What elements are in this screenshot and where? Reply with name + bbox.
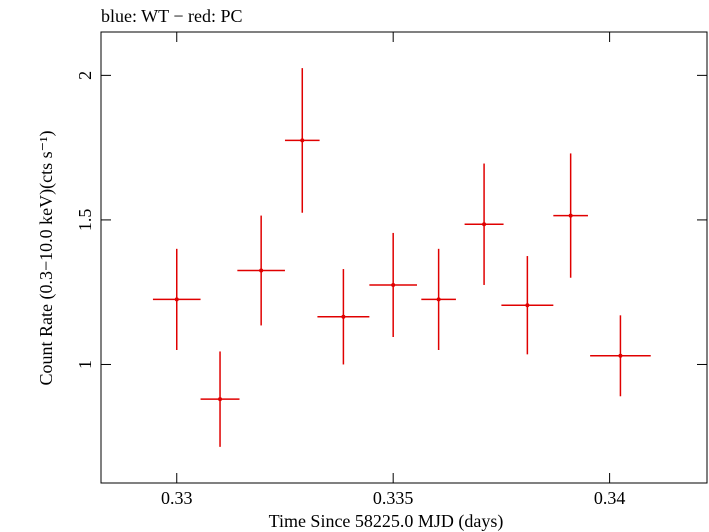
x-tick-label: 0.335 [373,488,414,508]
data-point [237,215,285,326]
y-axis-ticks: 11.52 [75,71,707,369]
point-marker [218,397,223,402]
data-point [590,315,651,397]
data-point [553,153,588,278]
data-point [421,248,456,351]
y-tick-label: 2 [75,71,95,80]
data-point [200,351,240,447]
x-axis-label: Time Since 58225.0 MJD (days) [269,511,504,532]
x-axis-ticks: 0.33 0.335 0.34 [161,32,625,508]
point-marker [436,297,441,302]
chart-title: blue: WT − red: PC [101,6,242,26]
point-marker [259,268,264,273]
point-marker [482,222,487,227]
data-points [152,68,651,447]
data-point [501,256,554,355]
point-marker [341,314,346,319]
x-tick-label: 0.33 [161,488,193,508]
point-marker [300,138,305,143]
y-tick-label: 1 [75,360,95,369]
point-marker [525,303,530,308]
x-tick-label: 0.34 [594,488,626,508]
point-marker [568,213,573,218]
data-point [284,68,320,213]
data-point [369,232,417,338]
data-point [464,163,504,285]
data-point [317,269,370,365]
y-tick-label: 1.5 [75,209,95,232]
y-axis-label: Count Rate (0.3−10.0 keV)(cts s⁻¹) [36,130,57,385]
point-marker [174,297,179,302]
plot-frame [100,31,708,484]
data-point [152,248,201,351]
point-marker [391,282,396,287]
point-marker [618,353,623,358]
